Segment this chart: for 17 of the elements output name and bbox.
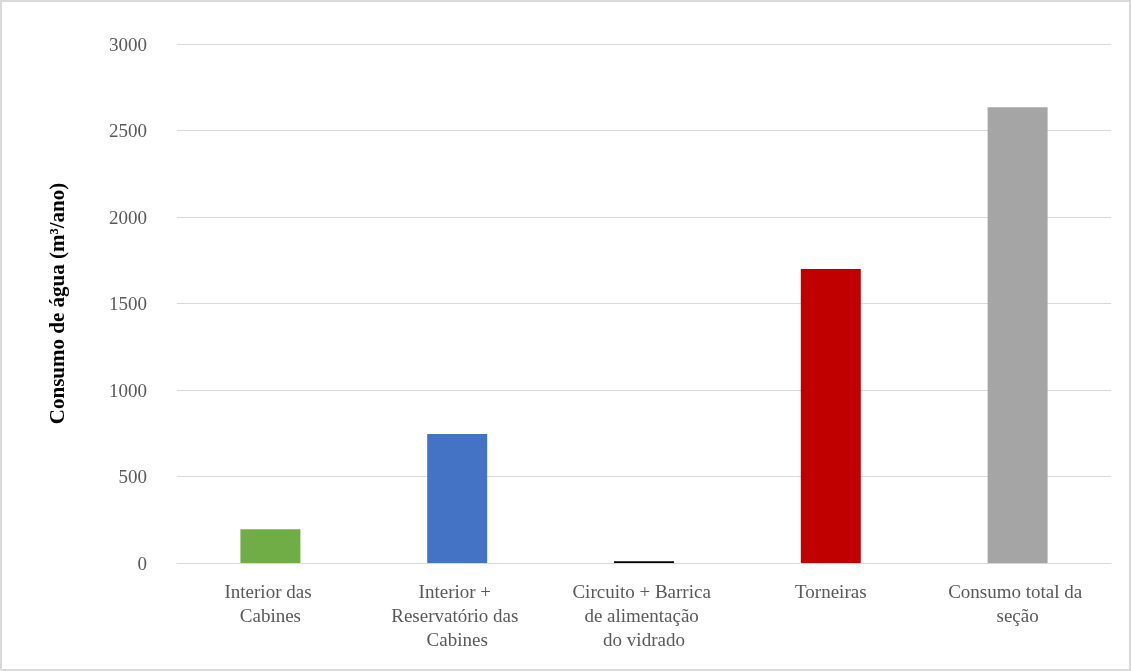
y-tick-label: 1000	[109, 379, 147, 401]
y-tick-label: 0	[137, 552, 147, 574]
bar	[800, 268, 861, 563]
x-tick-label: Interior + Reservatório das Cabines	[391, 580, 524, 650]
x-tick-label: Circuito + Barrica de alimentação do vidrado	[572, 580, 716, 650]
y-tick-label: 1500	[109, 293, 147, 314]
x-tick-label: Interior das Cabines	[224, 580, 317, 626]
y-tick-label: 500	[118, 466, 147, 487]
y-tick-label: 2000	[109, 206, 147, 228]
x-tick-label: Consumo total da seção	[948, 580, 1088, 626]
bar	[427, 434, 488, 563]
y-axis-title: Consumo de água (m³/ano)	[44, 182, 69, 425]
y-tick-label: 3000	[109, 33, 147, 55]
bar	[240, 529, 301, 563]
y-tick-label: 2500	[109, 120, 147, 141]
x-tick-label: Torneiras	[795, 580, 867, 602]
bar	[987, 107, 1048, 563]
